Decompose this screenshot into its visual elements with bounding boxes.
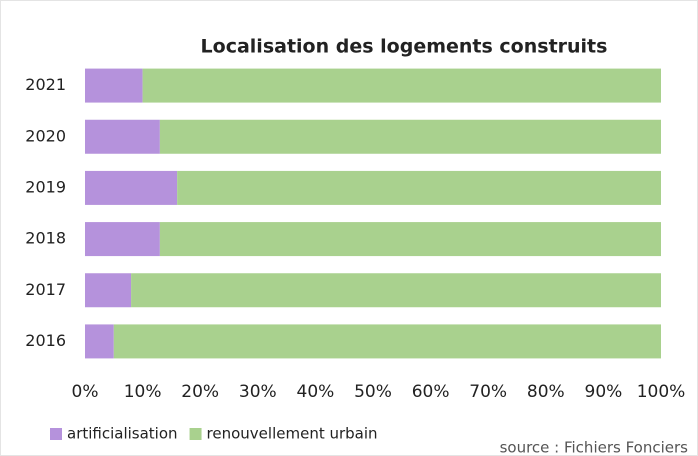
bar-segment [85, 119, 160, 154]
y-tick-label: 2018 [25, 229, 66, 248]
y-tick-label: 2021 [25, 75, 66, 94]
bar-segment [142, 68, 662, 103]
x-tick-label: 50% [354, 382, 392, 402]
bar-segment [85, 68, 143, 103]
chart-title: Localisation des logements construits [201, 36, 608, 58]
x-tick-label: 90% [585, 382, 623, 402]
bar-segment [131, 273, 661, 308]
bar-segment [85, 324, 114, 359]
bar-segment [177, 170, 661, 205]
x-tick-label: 80% [527, 382, 565, 402]
bar-segment [85, 273, 132, 308]
x-tick-label: 70% [469, 382, 507, 402]
legend-swatch [50, 428, 62, 440]
x-tick-label: 10% [124, 382, 162, 402]
bar-segment [113, 324, 662, 359]
y-tick-label: 2017 [25, 280, 66, 299]
legend-label: renouvellement urbain [207, 425, 378, 443]
bar-segment [85, 222, 160, 257]
y-tick-label: 2020 [25, 126, 66, 145]
x-tick-label: 60% [412, 382, 450, 402]
x-tick-label: 40% [297, 382, 335, 402]
x-tick-label: 100% [637, 382, 686, 402]
x-tick-label: 0% [72, 382, 99, 402]
legend-label: artificialisation [67, 425, 178, 443]
y-tick-label: 2016 [25, 331, 66, 350]
bar-segment [85, 170, 178, 205]
legend-swatch [189, 428, 202, 440]
source-note: source : Fichiers Fonciers [500, 439, 689, 456]
y-tick-label: 2019 [25, 177, 66, 196]
x-tick-label: 30% [239, 382, 277, 402]
bar-segment [159, 222, 661, 257]
x-tick-label: 20% [181, 382, 219, 402]
bar-segment [159, 119, 661, 154]
